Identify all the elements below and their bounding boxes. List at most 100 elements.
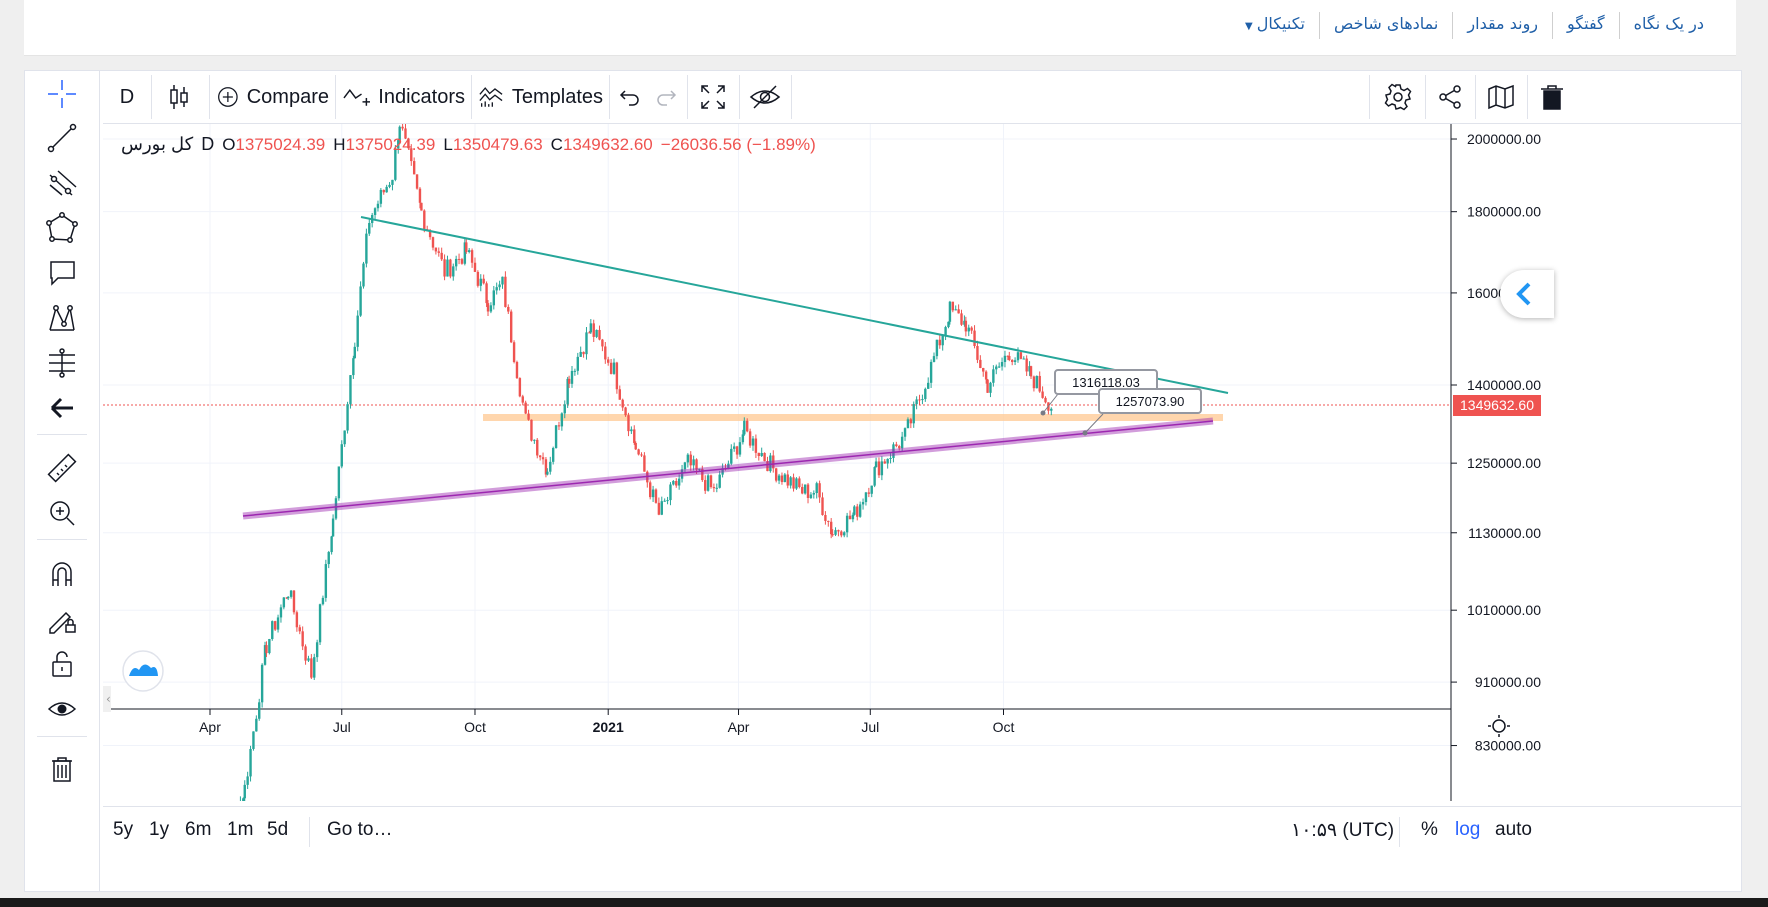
goto-button[interactable]: Go to…: [327, 819, 393, 840]
candle-body: [243, 784, 246, 799]
candle-body: [873, 467, 876, 486]
redo-button[interactable]: [651, 71, 681, 123]
candle-body: [1010, 359, 1014, 362]
high-key: H: [333, 134, 346, 154]
shape-icon[interactable]: [38, 207, 86, 249]
range-6m[interactable]: 6m: [185, 819, 212, 840]
ruler-icon[interactable]: [38, 447, 86, 489]
nav-value-trend[interactable]: روند مقدار: [1452, 12, 1552, 39]
clock-timezone[interactable]: ۱۰:۵۹ (UTC): [1291, 820, 1395, 841]
percent-toggle[interactable]: %: [1421, 819, 1438, 840]
templates-button[interactable]: Templates: [479, 71, 603, 123]
candle-body: [512, 342, 516, 362]
side-panel-toggle[interactable]: [1500, 270, 1554, 318]
candles: [239, 124, 1053, 801]
symbol-name[interactable]: کل بورس: [121, 134, 194, 154]
eye-icon[interactable]: [38, 688, 86, 730]
fib-retracement-icon[interactable]: [38, 162, 86, 204]
range-5y[interactable]: 5y: [113, 819, 134, 840]
resistance-trendline[interactable]: [360, 216, 1229, 394]
snapshot-button[interactable]: [1479, 71, 1523, 123]
candle-body: [954, 309, 957, 311]
candle-body: [666, 500, 669, 502]
unlock-icon[interactable]: [38, 643, 86, 685]
nav-technical[interactable]: تکنیکال▼: [1231, 12, 1319, 39]
candle-body: [735, 446, 739, 455]
compare-button[interactable]: Compare: [217, 71, 329, 123]
trend-line-icon[interactable]: [38, 117, 86, 159]
collapse-arrow-icon[interactable]: [38, 387, 86, 429]
candle-body: [730, 448, 733, 464]
last-price-tag: [1453, 395, 1541, 416]
nav-index-symbols[interactable]: نمادهای شاخص: [1318, 12, 1452, 39]
delete-button[interactable]: [1531, 71, 1573, 123]
magnet-icon[interactable]: [38, 553, 86, 595]
time-tick-label: Jul: [861, 719, 879, 735]
candle-body: [766, 461, 769, 472]
candle-body: [607, 359, 610, 363]
fullscreen-button[interactable]: [693, 71, 733, 123]
candle-body: [258, 702, 261, 719]
candle-body: [479, 278, 482, 286]
candle-body: [806, 484, 810, 498]
crosshair-icon[interactable]: [38, 73, 86, 115]
range-1y[interactable]: 1y: [149, 819, 170, 840]
range-5d[interactable]: 5d: [267, 819, 289, 840]
chart-pane[interactable]: 2600000.002200000.002000000.001800000.00…: [103, 124, 1741, 801]
indicators-button[interactable]: Indicators: [343, 71, 465, 123]
time-axis[interactable]: Apr Jul Oct 2021 Apr Jul Oct: [199, 709, 1015, 735]
candle-body: [973, 330, 976, 347]
share-button[interactable]: [1429, 71, 1471, 123]
hide-drawings-button[interactable]: [743, 71, 787, 123]
candle-body: [598, 329, 601, 340]
candle-body: [1006, 355, 1010, 357]
support-zone[interactable]: [483, 414, 1223, 421]
chart-type-button[interactable]: [155, 71, 203, 123]
undo-button[interactable]: [615, 71, 645, 123]
candle-body: [507, 306, 510, 312]
price-tick-label: 830000.00: [1475, 738, 1541, 754]
candle-body: [683, 462, 687, 470]
candle-body: [906, 419, 910, 429]
price-chart[interactable]: 2600000.002200000.002000000.001800000.00…: [103, 124, 1741, 801]
price-callout-2[interactable]: 1257073.90: [1082, 388, 1202, 436]
tradingview-logo-icon[interactable]: [122, 650, 164, 692]
candle-body: [397, 140, 400, 149]
price-tick-label: 1400000.00: [1467, 377, 1541, 393]
price-tick-label: 1250000.00: [1467, 455, 1541, 471]
lock-drawing-icon[interactable]: [38, 598, 86, 640]
pattern-icon[interactable]: [38, 297, 86, 339]
candle-body: [643, 455, 646, 472]
range-1m[interactable]: 1m: [227, 819, 254, 840]
auto-toggle[interactable]: auto: [1495, 819, 1532, 840]
window-bottom-edge: [0, 898, 1768, 907]
candle-body: [298, 627, 301, 632]
candle-body: [434, 247, 438, 252]
annotation-icon[interactable]: [38, 252, 86, 294]
settings-button[interactable]: [1377, 71, 1419, 123]
candle-body: [792, 477, 795, 489]
candle-body: [589, 323, 593, 333]
candle-body: [260, 664, 264, 703]
grid: [103, 124, 1451, 747]
candle-body: [415, 174, 419, 189]
theme-toggle-icon[interactable]: [1488, 715, 1510, 737]
prediction-icon[interactable]: [38, 342, 86, 384]
trash-icon[interactable]: [38, 748, 86, 790]
candle-body: [252, 731, 255, 749]
nav-overview[interactable]: در یک نگاه: [1618, 12, 1718, 39]
candle-body: [292, 590, 296, 613]
candle-body: [504, 276, 507, 307]
redo-icon: [657, 90, 677, 106]
candle-body: [476, 271, 480, 286]
interval-button[interactable]: D: [113, 71, 141, 123]
zoom-in-icon[interactable]: [38, 492, 86, 534]
nav-discussion[interactable]: گفتگو: [1552, 12, 1619, 39]
log-toggle[interactable]: log: [1455, 819, 1481, 840]
price-axis[interactable]: 2600000.002200000.002000000.001800000.00…: [1451, 124, 1541, 801]
candle-body: [630, 429, 633, 432]
candle-body: [321, 597, 325, 605]
collapse-tab-icon[interactable]: ‹: [103, 686, 111, 712]
candle-body: [307, 658, 310, 661]
candle-body: [388, 184, 391, 187]
